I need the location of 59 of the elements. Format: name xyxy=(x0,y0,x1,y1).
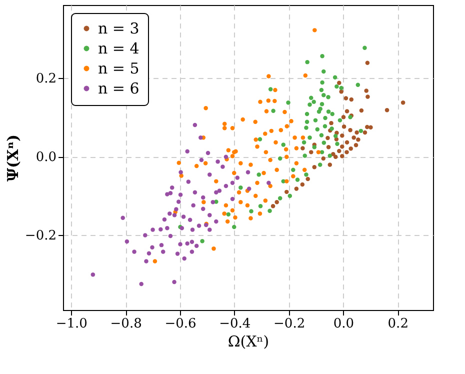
point xyxy=(348,146,353,151)
point xyxy=(340,134,344,138)
point xyxy=(344,150,349,154)
x-tick-label: 0.0 xyxy=(333,316,354,332)
point xyxy=(342,124,346,129)
x-tick-label: −1.0 xyxy=(56,316,88,332)
y-tick-label: −0.2 xyxy=(24,228,56,244)
point xyxy=(306,176,310,182)
point xyxy=(326,144,331,150)
point xyxy=(365,60,370,65)
point xyxy=(356,137,360,142)
x-axis-title: Ω(Xⁿ) xyxy=(228,332,270,350)
legend-label: n = 4 xyxy=(98,40,140,58)
point xyxy=(384,108,390,112)
point xyxy=(362,130,368,135)
point xyxy=(312,165,317,170)
x-tick-label: −0.4 xyxy=(219,316,251,332)
legend-label: n = 6 xyxy=(98,80,140,98)
point xyxy=(340,154,344,158)
point xyxy=(340,144,344,149)
point xyxy=(352,136,356,140)
x-tick-label: 0.2 xyxy=(388,316,408,332)
y-axis-title: Ψ(Xⁿ) xyxy=(4,134,22,182)
point xyxy=(337,148,342,154)
point xyxy=(348,128,352,132)
x-tick-label: −0.2 xyxy=(274,316,306,332)
legend-label: n = 5 xyxy=(98,60,140,78)
point xyxy=(339,89,344,94)
point xyxy=(344,140,350,144)
legend-label: n = 3 xyxy=(98,20,140,38)
point xyxy=(364,88,368,93)
point xyxy=(359,108,364,113)
point xyxy=(274,200,279,204)
point xyxy=(300,182,305,187)
point xyxy=(294,186,299,191)
point xyxy=(366,94,370,99)
point xyxy=(328,162,332,167)
point xyxy=(344,109,350,114)
point xyxy=(326,136,330,140)
y-tick-label: 0.2 xyxy=(36,71,56,86)
point xyxy=(337,80,342,86)
x-tick-label: −0.6 xyxy=(164,316,196,332)
point xyxy=(321,156,326,161)
x-tick-label: −0.8 xyxy=(110,316,142,332)
y-tick-label: 0.0 xyxy=(36,150,56,166)
point xyxy=(329,120,334,126)
point xyxy=(365,124,370,130)
point xyxy=(354,130,359,135)
point xyxy=(344,96,348,100)
point xyxy=(270,204,276,208)
point xyxy=(333,154,338,160)
point xyxy=(300,146,305,150)
point xyxy=(308,150,314,154)
point xyxy=(349,97,354,102)
point xyxy=(400,100,406,105)
point xyxy=(341,115,346,120)
point xyxy=(284,190,289,194)
point xyxy=(368,125,373,130)
point xyxy=(354,142,358,148)
